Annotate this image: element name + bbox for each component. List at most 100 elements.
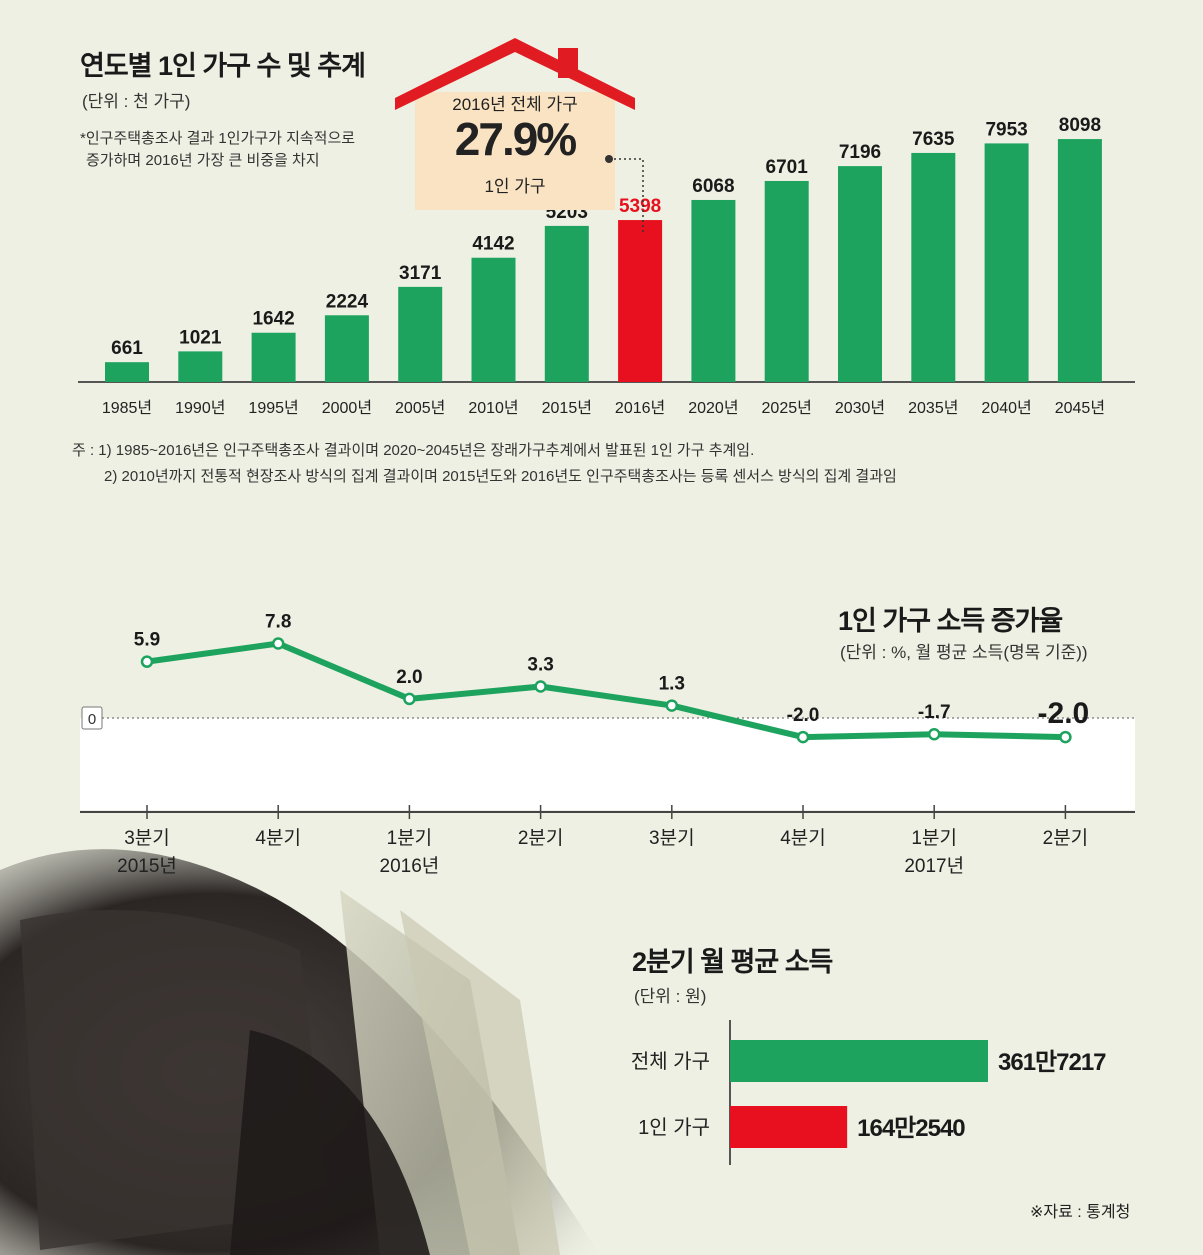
hbar-single-person	[730, 1106, 848, 1148]
x-tick-label: 1990년	[175, 399, 225, 417]
footnote-1: 주 : 1) 1985~2016년은 인구주택총조사 결과이며 2020~204…	[72, 442, 755, 459]
bar-1995년	[251, 332, 296, 382]
x-tick-label: 2016년	[380, 855, 440, 877]
hbar-all-households	[730, 1040, 988, 1082]
bar-2015년	[544, 225, 589, 382]
x-tick-label: 2분기	[1043, 827, 1089, 849]
negative-region	[80, 718, 1135, 810]
x-tick-label: 3분기	[124, 827, 170, 849]
asterisk-note-line1: *인구주택총조사 결과 1인가구가 지속적으로	[80, 130, 356, 147]
bar-value-label: 4142	[472, 234, 514, 255]
bar-chart-unit: (단위 : 천 가구)	[82, 92, 191, 111]
footnote-2: 2) 2010년까지 전통적 현장조사 방식의 집계 결과이며 2015년도와 …	[104, 468, 897, 485]
bar-value-label: 2224	[326, 291, 369, 312]
hbar-category-label: 전체 가구	[631, 1050, 710, 1073]
x-tick-label: 2040년	[981, 399, 1031, 417]
bar-2020년	[691, 199, 736, 382]
x-tick-label: 2025년	[762, 399, 812, 417]
income-growth-series	[146, 640, 1066, 741]
monthly-income-bar-chart: 전체 가구 361만7217 1인 가구 164만2540	[631, 1020, 1107, 1165]
hbar-category-label: 1인 가구	[638, 1116, 710, 1139]
bar-value-label: 661	[111, 338, 143, 359]
x-tick-label: 1995년	[248, 399, 298, 417]
bar-value-label: 7635	[912, 129, 955, 150]
point-value-label: -1.7	[918, 702, 951, 723]
x-tick-label: 2020년	[688, 399, 738, 417]
bar-1990년	[178, 351, 223, 382]
bar-2040년	[984, 143, 1029, 382]
chimney-icon	[558, 48, 578, 78]
data-point	[140, 655, 154, 668]
x-tick-label: 1분기	[387, 827, 433, 849]
wallet-photo	[0, 849, 600, 1255]
x-tick-label: 2015년	[117, 855, 177, 877]
bar-2005년	[398, 286, 443, 382]
line-chart-unit: (단위 : %, 월 평균 소득(명목 기준))	[840, 643, 1088, 662]
callout-percentage: 27.9%	[454, 113, 577, 165]
house-callout	[395, 38, 635, 210]
callout-line1: 2016년 전체 가구	[452, 95, 578, 114]
income-growth-line-chart: 0 5.9 3분기 2015년 7.8 4분기 2.0 1분기 2016년 3.3 2분기 1.3 3분…	[80, 612, 1135, 877]
yearly-bar-chart: 661 1985년 1021 1990년 1642 1995년 2224 2000년 3171 2…	[78, 115, 1135, 417]
data-point	[796, 730, 810, 744]
x-tick-label: 4분기	[255, 827, 301, 849]
bar-2000년	[324, 315, 369, 382]
bar-value-label: 1021	[179, 327, 222, 348]
x-tick-label: 2017년	[904, 855, 964, 877]
x-tick-label: 2035년	[908, 399, 958, 417]
hbar-value-label: 361만7217	[998, 1049, 1106, 1076]
point-value-label: 5.9	[134, 630, 160, 651]
point-value-label: 1.3	[659, 674, 685, 695]
zero-marker	[81, 706, 103, 730]
x-tick-label: 2005년	[395, 399, 445, 417]
point-value-label: -2.0	[1038, 697, 1090, 730]
hbar-chart-unit: (단위 : 원)	[634, 987, 707, 1006]
callout-line3: 1인 가구	[484, 177, 546, 196]
hbar-chart-title: 2분기 월 평균 소득	[632, 947, 833, 977]
bar-value-label: 1642	[252, 309, 294, 330]
bar-value-label: 6068	[692, 176, 734, 197]
x-tick-label: 2000년	[322, 399, 372, 417]
bar-2045년	[1057, 139, 1102, 382]
data-point	[534, 680, 547, 693]
bar-2010년	[471, 257, 516, 382]
bar-chart-title: 연도별 1인 가구 수 및 추계	[80, 51, 366, 81]
bar-1985년	[105, 362, 149, 382]
bar-value-label: 3171	[399, 263, 442, 284]
x-tick-label: 4분기	[780, 827, 826, 849]
data-point	[1059, 730, 1072, 744]
bar-2035년	[911, 152, 956, 382]
roof-icon	[395, 38, 635, 110]
bar-value-label: 7953	[985, 119, 1027, 140]
x-tick-label: 2030년	[835, 399, 885, 417]
data-point	[927, 727, 941, 741]
bar-2030년	[838, 166, 882, 382]
callout-box	[415, 92, 615, 210]
x-tick-label: 2분기	[518, 827, 564, 849]
asterisk-note-line2: 증가하며 2016년 가장 큰 비중을 차지	[86, 152, 320, 169]
x-tick-label: 1분기	[911, 827, 957, 849]
x-tick-label: 3분기	[649, 827, 695, 849]
x-tick-label: 2016년	[615, 399, 665, 417]
x-tick-label: 1985년	[102, 399, 152, 417]
x-tick-label: 2010년	[468, 399, 518, 417]
bar-2016년	[618, 220, 663, 382]
data-point	[665, 699, 679, 712]
bar-value-label: 7196	[839, 142, 881, 163]
source-label: ※자료 : 통계청	[1030, 1204, 1131, 1221]
point-value-label: 7.8	[265, 612, 291, 633]
point-value-label: 3.3	[527, 654, 553, 675]
x-tick-label: 2015년	[542, 399, 592, 417]
data-point	[403, 692, 416, 706]
callout-leader-line	[605, 155, 644, 235]
point-value-label: 2.0	[396, 667, 422, 688]
line-chart-title: 1인 가구 소득 증가율	[838, 606, 1063, 636]
bar-value-label: 5398	[619, 196, 661, 217]
hbar-value-label: 164만2540	[857, 1115, 965, 1142]
bar-value-label: 6701	[766, 157, 809, 178]
bar-2025년	[764, 180, 809, 382]
zero-label: 0	[88, 711, 96, 728]
data-point	[271, 637, 285, 650]
point-value-label: -2.0	[787, 705, 820, 726]
x-tick-label: 2045년	[1055, 399, 1105, 417]
